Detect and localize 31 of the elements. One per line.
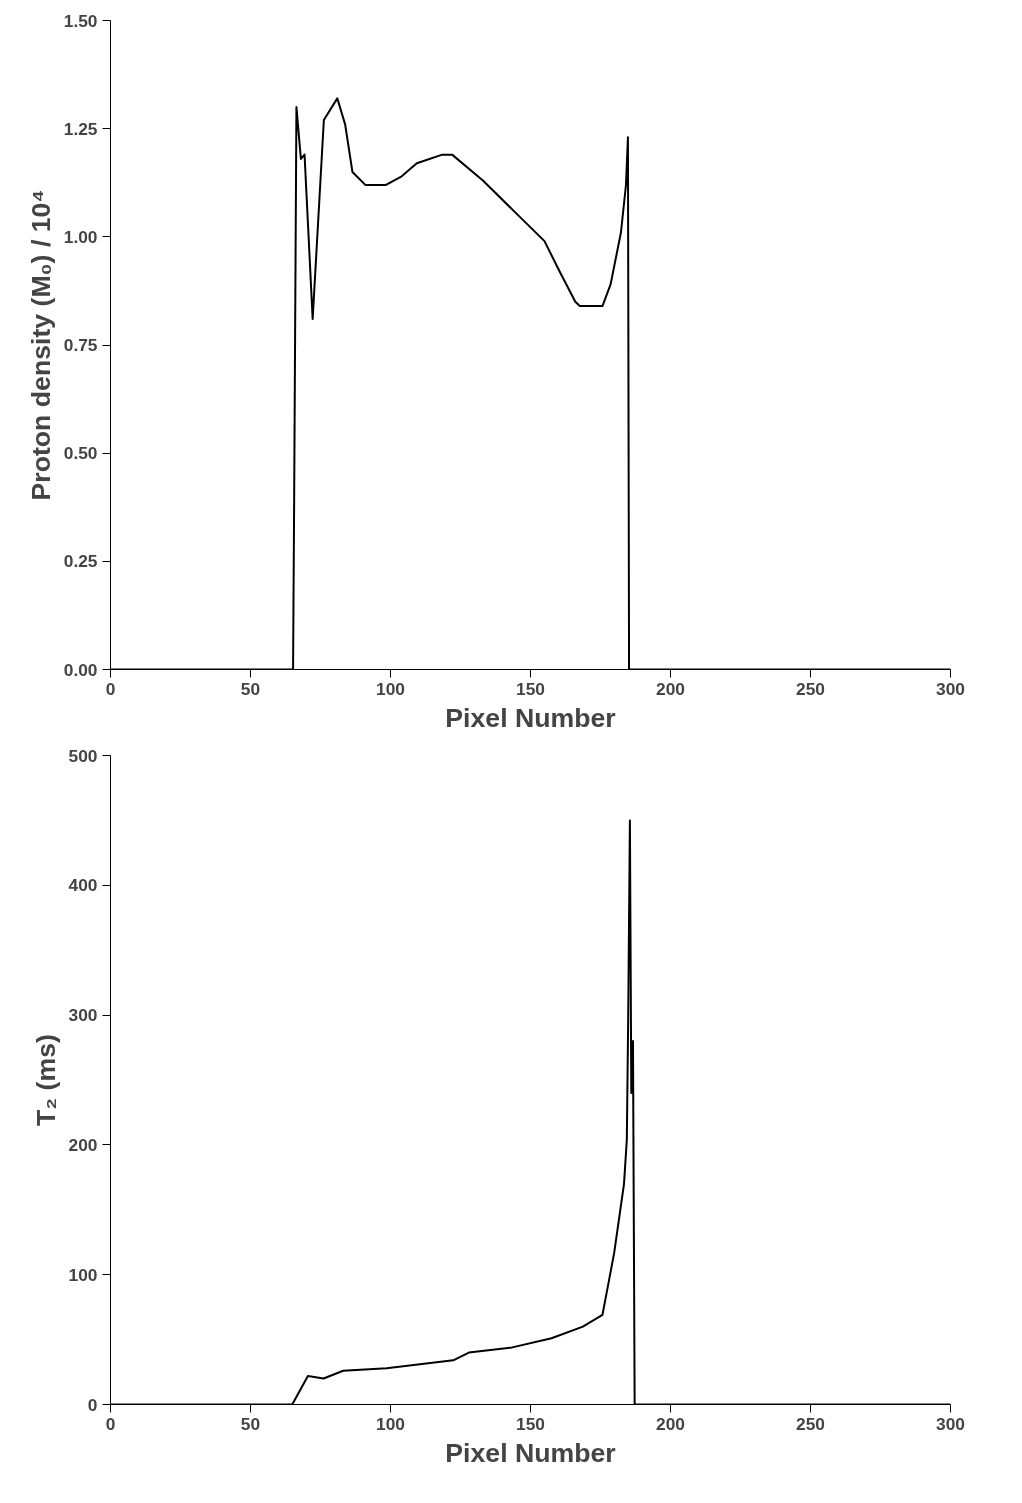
y-tick-label: 400 <box>68 875 98 896</box>
y-tick-label: 200 <box>68 1134 98 1155</box>
x-tick-label: 150 <box>516 678 545 699</box>
x-axis-title: Pixel Number <box>445 1437 616 1468</box>
x-tick-label: 0 <box>105 678 116 699</box>
y-tick-label: 1.00 <box>63 226 98 247</box>
x-tick-label: 0 <box>105 1413 116 1434</box>
y-tick-label: 0.25 <box>63 551 98 572</box>
x-tick-label: 200 <box>656 1413 685 1434</box>
x-tick-label: 100 <box>376 1413 405 1434</box>
y-tick-label: 0.50 <box>63 443 98 464</box>
x-tick-label: 250 <box>796 1413 825 1434</box>
x-axis-title: Pixel Number <box>445 702 616 733</box>
x-tick-label: 50 <box>240 678 261 699</box>
x-tick-label: 300 <box>936 678 965 699</box>
y-tick-label: 500 <box>68 745 98 766</box>
x-tick-label: 50 <box>240 1413 261 1434</box>
x-tick-label: 150 <box>516 1413 545 1434</box>
x-tick-label: 200 <box>656 678 685 699</box>
y-tick-label: 1.50 <box>63 10 98 31</box>
y-axis-title: Proton density (M₀) / 10⁴ <box>25 189 56 501</box>
y-tick-label: 300 <box>68 1005 98 1026</box>
y-tick-label: 0.00 <box>63 659 98 680</box>
x-tick-label: 250 <box>796 678 825 699</box>
y-axis-title: T₂ (ms) <box>30 1034 61 1126</box>
y-tick-label: 100 <box>68 1264 98 1285</box>
x-tick-label: 300 <box>936 1413 965 1434</box>
y-tick-label: 0.75 <box>63 335 98 355</box>
y-tick-label: 0 <box>87 1394 98 1415</box>
x-tick-label: 100 <box>376 678 405 699</box>
y-tick-label: 1.25 <box>63 118 98 139</box>
